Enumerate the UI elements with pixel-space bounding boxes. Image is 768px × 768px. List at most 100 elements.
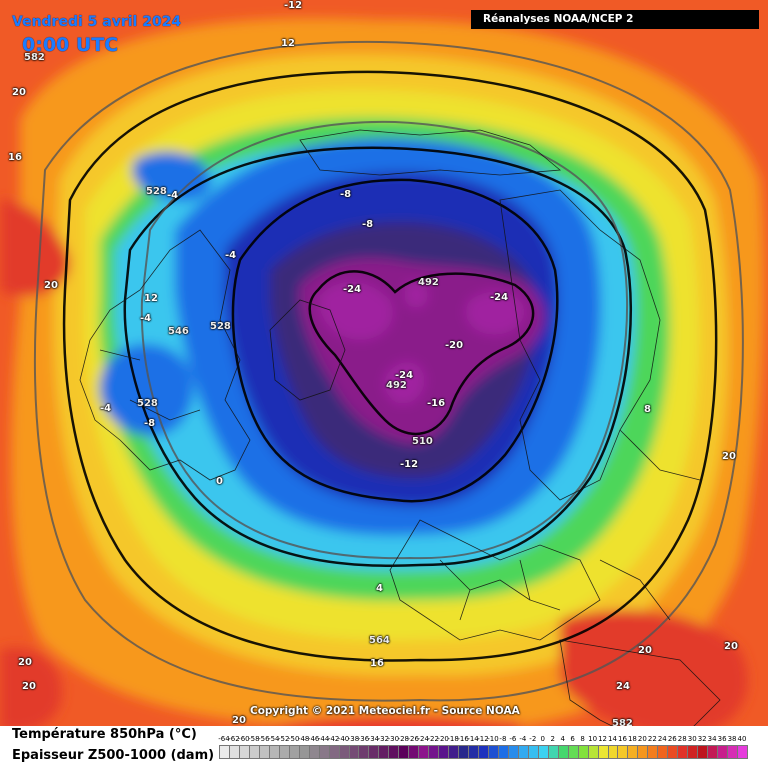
isotherm-label: 20 — [18, 657, 32, 668]
coastline-europe — [389, 519, 601, 641]
scale-tick-label: -44 — [317, 735, 330, 743]
scale-tick-label: -48 — [297, 735, 310, 743]
scale-tick-label: 8 — [580, 735, 585, 743]
thickness-label: 546 — [168, 326, 189, 337]
isotherm-label: 20 — [722, 451, 736, 462]
thickness-label: 582 — [612, 718, 633, 729]
thickness-label: 528 — [137, 398, 158, 409]
copyright-notice: Copyright © 2021 Meteociel.fr - Source N… — [250, 705, 520, 717]
scale-tick-label: -54 — [268, 735, 280, 743]
scale-tick-label: -60 — [238, 735, 250, 743]
map-date: Vendredi 5 avril 2024 — [12, 14, 182, 30]
scale-tick-label: -8 — [499, 735, 507, 743]
isotherm-zero — [123, 146, 633, 567]
thickness-label: 492 — [386, 380, 407, 391]
isotherm-label: 24 — [616, 681, 630, 692]
country-borders — [99, 349, 701, 621]
thickness-label: 528 — [146, 186, 167, 197]
isotherm-label: -8 — [340, 189, 352, 200]
coastline-north-america — [79, 229, 251, 481]
coastline-greenland — [269, 299, 346, 401]
isotherm-16 — [62, 70, 718, 662]
scale-tick-label: -46 — [307, 735, 320, 743]
scale-tick-label: -4 — [519, 735, 527, 743]
scale-tick-label: 36 — [717, 735, 727, 743]
scale-tick-label: 28 — [677, 735, 687, 743]
scale-tick-label: -16 — [457, 735, 469, 743]
cold-core-inner — [319, 281, 525, 404]
scale-swatch — [737, 745, 748, 759]
isotherm-label: -16 — [427, 398, 446, 409]
isotherm-label: 4 — [376, 583, 383, 594]
scale-tick-label: -18 — [447, 735, 459, 743]
scale-tick-label: 38 — [727, 735, 737, 743]
hot-west — [0, 200, 70, 297]
legend-title-temperature: Température 850hPa (°C) — [12, 727, 197, 742]
scale-tick-label: -42 — [327, 735, 340, 743]
legend-title-thickness: Epaisseur Z500-1000 (dam) — [12, 748, 215, 763]
hot-southwest — [0, 648, 62, 732]
isotherm-label: 12 — [144, 293, 158, 304]
isotherm-label: -12 — [284, 0, 303, 11]
scale-tick-label: -56 — [258, 735, 270, 743]
isotherm-label: -4 — [225, 250, 237, 261]
scale-tick-label: 32 — [697, 735, 707, 743]
isotherm-label: 20 — [12, 87, 26, 98]
thickness-label: 582 — [24, 52, 45, 63]
scale-tick-label: 16 — [618, 735, 627, 743]
scale-tick-label: -40 — [337, 735, 350, 743]
color-scale: -64 -62 -60 -58 -56 -54 -52 -50 -48 -46 -44 -42 -40-… — [218, 734, 748, 762]
isotherm-label: -24 — [490, 292, 509, 303]
thickness-label: 492 — [418, 277, 439, 288]
scale-tick-label: -22 — [427, 735, 439, 743]
thickness-label: 510 — [412, 436, 433, 447]
scale-tick-label: 40 — [737, 735, 747, 743]
isotherm-minus-8 — [231, 178, 559, 503]
isotherm-label: 20 — [232, 715, 246, 726]
isotherm-label: -8 — [362, 219, 374, 230]
scale-tick-label: 26 — [667, 735, 677, 743]
scale-tick-label: -58 — [248, 735, 260, 743]
scale-tick-label: -52 — [278, 735, 290, 743]
isotherm-minus-24 — [308, 270, 535, 436]
isotherm-label: 8 — [644, 404, 651, 415]
isotherm-label: -12 — [400, 459, 419, 470]
legend-footer: Température 850hPa (°C) Epaisseur Z500-1… — [0, 726, 768, 768]
thickness-564-contour — [33, 40, 744, 702]
coastline-asia — [499, 189, 661, 501]
scale-tick-label: -62 — [228, 735, 240, 743]
scale-tick-label: 34 — [707, 735, 717, 743]
scale-tick-label: -6 — [509, 735, 517, 743]
scale-tick-label: 6 — [570, 735, 575, 743]
isotherm-label: 20 — [638, 645, 652, 656]
scale-tick-label: -50 — [287, 735, 300, 743]
isotherm-label: 0 — [216, 476, 223, 487]
map-time: 0:00 UTC — [22, 34, 119, 56]
hot-east-africa — [560, 610, 748, 736]
scale-tick-label: -10 — [487, 735, 499, 743]
thickness-528-contour — [140, 120, 629, 560]
scale-tick-label: 12 — [598, 735, 608, 743]
scale-tick-label: 30 — [687, 735, 697, 743]
scale-tick-label: -20 — [437, 735, 449, 743]
scale-tick-label: -12 — [477, 735, 489, 743]
scale-tick-label: -38 — [347, 735, 360, 743]
scale-tick-label: -64 — [218, 735, 230, 743]
scale-tick-label: -14 — [467, 735, 479, 743]
isotherm-label: 12 — [281, 38, 295, 49]
isotherm-label: -4 — [100, 403, 112, 414]
scale-tick-label: -32 — [377, 735, 390, 743]
isotherm-label: 20 — [44, 280, 58, 291]
isotherm-label: -20 — [445, 340, 464, 351]
scale-tick-label: -30 — [387, 735, 400, 743]
isotherm-label: 16 — [370, 658, 384, 669]
scale-tick-label: -28 — [397, 735, 410, 743]
scale-tick-label: 4 — [560, 735, 565, 743]
scale-tick-label: -24 — [417, 735, 429, 743]
isotherm-label: -4 — [167, 190, 179, 201]
isotherm-label: -4 — [140, 313, 152, 324]
scale-tick-label: 14 — [608, 735, 617, 743]
scale-tick-label: -2 — [529, 735, 537, 743]
